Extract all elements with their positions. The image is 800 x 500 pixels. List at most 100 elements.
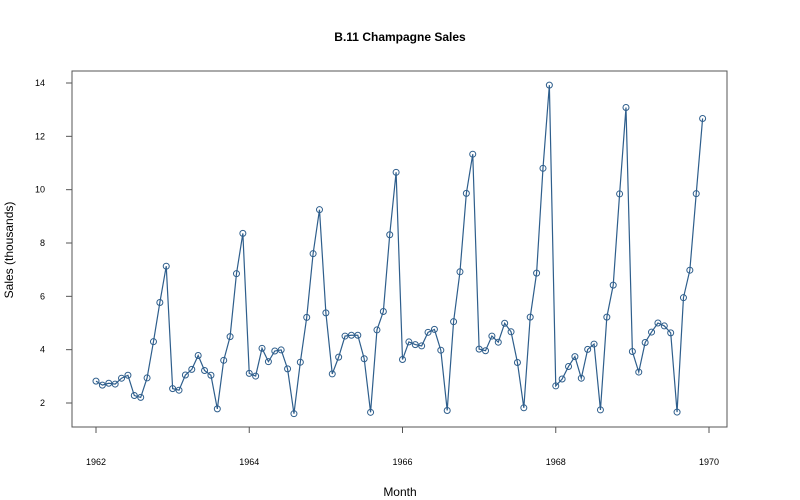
data-point — [667, 329, 675, 337]
data-point — [475, 345, 483, 353]
data-point — [360, 355, 368, 363]
x-tick-label: 1964 — [239, 457, 259, 467]
data-point — [437, 346, 445, 354]
data-point — [501, 319, 509, 327]
data-point — [424, 328, 432, 336]
plot-frame — [71, 70, 728, 428]
data-point — [494, 338, 502, 346]
data-point — [118, 374, 126, 382]
data-point — [622, 104, 630, 112]
data-point — [552, 382, 560, 390]
data-point — [584, 345, 592, 353]
data-point — [462, 189, 470, 197]
data-point — [271, 347, 279, 355]
x-axis: 1962 1964 1966 1968 1970 — [86, 427, 719, 467]
y-tick-label: 12 — [35, 131, 45, 141]
data-point — [194, 352, 202, 360]
x-tick-label: 1962 — [86, 457, 106, 467]
data-point — [590, 340, 598, 348]
x-tick-label: 1966 — [392, 457, 412, 467]
data-point — [245, 369, 253, 377]
data-point — [188, 365, 196, 373]
data-point — [520, 404, 528, 412]
data-point — [156, 298, 164, 306]
data-point — [628, 348, 636, 356]
data-point — [469, 150, 477, 158]
y-tick-label: 8 — [40, 238, 45, 248]
data-point — [226, 333, 234, 341]
data-point — [130, 392, 138, 400]
data-point — [526, 313, 534, 321]
y-axis-label: Sales (thousands) — [2, 202, 16, 299]
data-point — [399, 356, 406, 364]
data-point — [565, 362, 573, 370]
data-point — [169, 385, 177, 393]
data-point — [686, 266, 694, 274]
data-point — [328, 370, 336, 378]
data-point — [149, 338, 157, 346]
data-point — [456, 268, 464, 276]
data-point — [673, 408, 681, 416]
data-point — [181, 371, 189, 379]
data-point — [641, 338, 649, 346]
series-line — [95, 85, 704, 414]
data-point — [488, 332, 496, 340]
data-point — [143, 374, 151, 382]
y-tick-label: 10 — [35, 185, 45, 195]
x-tick-label: 1968 — [546, 457, 566, 467]
data-point — [92, 377, 100, 385]
data-point — [213, 405, 221, 413]
data-point — [654, 319, 662, 327]
data-point — [98, 381, 106, 389]
data-point — [111, 380, 119, 388]
data-point — [162, 262, 170, 270]
data-point — [405, 338, 413, 346]
data-point — [322, 309, 330, 317]
data-point — [699, 114, 707, 122]
data-point — [450, 318, 458, 326]
data-point — [418, 342, 426, 350]
data-point — [232, 270, 240, 278]
data-point — [264, 358, 272, 366]
data-point — [596, 406, 604, 414]
data-point — [482, 347, 490, 355]
data-point — [411, 341, 419, 349]
sales-series — [92, 81, 707, 418]
data-point — [201, 366, 209, 374]
data-point — [558, 375, 566, 383]
data-point — [239, 229, 247, 237]
data-point — [354, 331, 362, 339]
data-point — [379, 308, 387, 316]
data-point — [571, 353, 579, 361]
data-point — [430, 325, 438, 333]
data-point — [220, 356, 228, 364]
chart-title: B.11 Champagne Sales — [334, 30, 466, 44]
data-point — [392, 168, 400, 176]
data-point — [373, 326, 381, 334]
data-point — [648, 328, 656, 336]
y-tick-label: 14 — [35, 78, 45, 88]
y-tick-label: 6 — [40, 291, 45, 301]
data-point — [692, 190, 700, 198]
data-point — [679, 294, 687, 302]
data-point — [309, 250, 317, 258]
data-point — [252, 372, 260, 380]
y-axis: 2 4 6 8 10 12 14 — [35, 78, 72, 408]
y-tick-label: 2 — [40, 398, 45, 408]
data-point — [545, 81, 553, 89]
data-point — [616, 190, 624, 198]
data-point — [296, 358, 304, 366]
data-point — [603, 313, 611, 321]
data-point — [507, 328, 515, 336]
data-point — [315, 206, 323, 214]
data-point — [284, 365, 292, 373]
data-point — [207, 371, 215, 379]
data-point — [277, 346, 285, 354]
data-point — [258, 344, 266, 352]
data-point — [635, 368, 643, 376]
data-point — [513, 358, 521, 366]
data-point — [577, 374, 585, 382]
data-point — [175, 386, 183, 394]
data-point — [303, 313, 311, 321]
